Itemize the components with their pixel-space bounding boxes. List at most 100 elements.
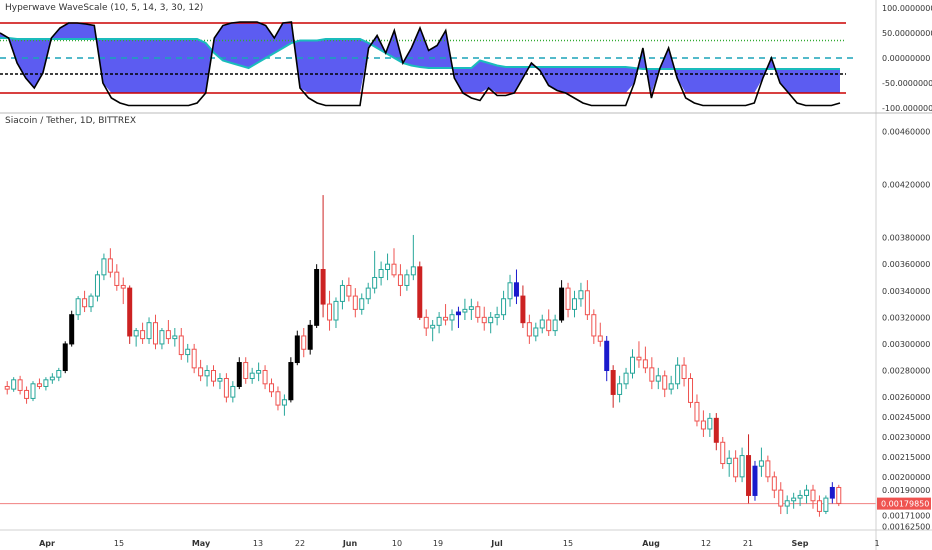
candle-body [49,376,55,381]
candle-body [152,322,158,345]
candle-body [217,377,223,382]
candle-body [365,287,371,300]
candle-body [275,391,281,406]
candle-body [404,274,410,286]
candle-body [739,455,745,478]
symbol-title[interactable]: Siacoin / Tether, 1D, BITTREX [5,116,136,126]
candle-body [501,298,507,316]
candle-body [120,284,126,289]
candle-body [352,295,358,310]
time-tick-label: Apr [39,539,55,548]
indicator-pane [0,21,858,107]
candle-body [127,287,133,337]
candle-body [655,375,661,382]
candle-body [462,308,468,313]
indicator-title-text: Hyperwave WaveScale (10, 5, 14, 3, 30, 1… [5,3,204,13]
candle-body [810,489,816,502]
candle-body [159,330,165,345]
candle-body [726,457,732,465]
candle-body [507,282,513,300]
candle-body [688,377,694,403]
candle-body [571,298,577,310]
candle-body [746,455,752,496]
candle-body [423,316,429,329]
time-tick-label: May [192,539,211,548]
price-tick-label: 0.00245000 [882,413,930,422]
candle-body [836,486,842,504]
candle-body [314,269,320,326]
candle-body [294,335,300,364]
candle-body [475,306,481,318]
candle-body [62,343,68,372]
candle-body [133,330,139,337]
candle-body [372,276,378,289]
candle-body [243,362,249,379]
price-tick-label: 0.00162500 [882,523,930,532]
indicator-tick-label: 50.00000000 [882,29,932,38]
candle-body [804,489,810,496]
time-tick-label: 15 [114,539,124,548]
indicator-tick-label: 0.00000000 [882,54,930,63]
candle-body [823,497,829,512]
candle-body [146,322,152,340]
candle-body [610,370,616,395]
candle-body [178,335,184,356]
candle-body [378,269,384,278]
candle-body [591,314,597,337]
time-tick-label: 19 [433,539,443,548]
candle-body [69,314,75,345]
time-tick-label: 10 [392,539,402,548]
candle-body [43,379,49,387]
price-tick-label: 0.00420000 [882,180,930,189]
candle-body [443,316,449,321]
last-price-label: 0.00179850 [881,500,929,509]
candle-body [816,500,822,512]
candle-body [211,370,216,382]
price-tick-label: 0.00460000 [882,127,930,136]
candle-body [223,377,229,398]
candle-body [630,356,635,374]
candle-body [101,258,107,276]
candle-body [410,266,416,276]
indicator-title[interactable]: Hyperwave WaveScale (10, 5, 14, 3, 30, 1… [5,3,203,13]
time-tick-label: 13 [253,539,263,548]
candle-body [436,316,442,326]
indicator-tick-label: 100.00000000 [882,4,932,13]
candle-body [191,348,197,369]
candle-body [339,284,345,302]
candle-body [513,282,519,297]
candle-body [94,274,100,297]
time-tick-label: 12 [701,539,711,548]
candle-body [668,383,674,390]
time-tick-label: 1 [874,539,879,548]
candle-body [829,486,835,499]
candle-body [165,330,171,340]
candle-body [4,385,10,390]
candle-body [140,330,146,340]
candle-body [327,303,333,321]
candle-body [694,401,700,422]
candle-body [17,379,23,391]
candle-body [172,335,178,340]
candle-body [262,370,268,385]
price-tick-label: 0.00320000 [882,313,930,322]
candle-body [256,370,262,374]
candle-body [733,457,739,478]
price-tick-label: 0.00260000 [882,393,930,402]
candle-body [552,319,558,332]
price-tick-label: 0.00171000 [882,511,930,520]
candle-body [617,383,623,395]
price-tick-label: 0.00300000 [882,340,930,349]
price-tick-label: 0.00230000 [882,433,930,442]
candle-body [301,335,307,350]
candle-body [449,314,455,321]
candle-body [636,356,642,361]
candle-body [430,324,436,329]
candle-body [778,489,784,507]
price-tick-label: 0.00200000 [882,473,930,482]
candle-body [642,359,648,369]
candle-body [82,298,88,308]
candle-body [578,290,584,300]
candle-body [391,263,397,276]
